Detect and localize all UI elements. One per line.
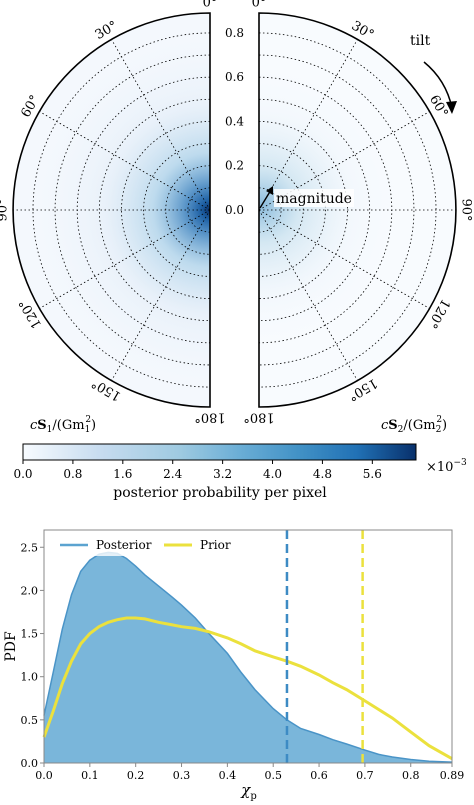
left-disk-density [13, 13, 211, 407]
colorbar-label: posterior probability per pixel [113, 485, 327, 501]
disk-gridlines [13, 32, 456, 388]
left-ring-3 [143, 143, 211, 277]
left-angle-label: 90° [0, 198, 11, 221]
pdf-plot: 0.0 0.1 0.2 0.3 0.4 0.5 0.6 0.7 0.8 0.89 0.0 0.5 1.0… [3, 529, 465, 802]
left-angle-label: 180° [194, 410, 225, 425]
colorbar-tick-label: 4.0 [263, 467, 282, 481]
right-ring-1 [258, 187, 282, 233]
radial-tick-label: 0.8 [225, 26, 244, 40]
left-ring-7 [54, 54, 211, 366]
right-angle-label: 180° [243, 410, 274, 425]
x-tick-label: 0.5 [264, 769, 282, 782]
colorbar-ticks: 0.0 0.8 1.6 2.4 3.2 4.0 4.8 5.6 [13, 460, 382, 481]
x-tick-label: 0.0 [35, 769, 53, 782]
disk-radial-ticks: 0.0 0.2 0.4 0.6 0.8 [225, 26, 244, 217]
left-spoke-60 [39, 111, 211, 211]
left-ring-2 [165, 165, 211, 255]
pdf-axes-frame [43, 529, 453, 764]
posterior-line [43, 551, 453, 763]
right-ring-5 [258, 98, 371, 322]
left-angle-label: 0° [203, 0, 218, 11]
right-ring-7 [258, 54, 415, 366]
left-disk-outline [12, 12, 211, 408]
right-ring-3 [258, 143, 326, 277]
y-tick-label: 2.5 [21, 541, 39, 554]
pdf-series [42, 530, 453, 763]
right-disk-density [259, 13, 456, 407]
x-tick-label: 0.4 [219, 769, 237, 782]
colorbar-multiplier: ×10−3 [426, 458, 467, 475]
colorbar: 0.0 0.8 1.6 2.4 3.2 4.0 4.8 5.6 ×10−3 posterior… [13, 443, 467, 501]
disk-plot: 0°30°60°90°120°150°180°0°30°60°90°120°15… [0, 0, 474, 435]
colorbar-tick-label: 1.6 [113, 467, 132, 481]
radial-tick-label: 0.0 [225, 203, 244, 217]
right-angle-label: 90° [459, 198, 474, 221]
radial-tick-label: 0.6 [225, 70, 244, 84]
posterior-area [44, 552, 452, 763]
x-tick-label: 0.89 [440, 769, 465, 782]
pdf-xlabel: χp [240, 781, 257, 802]
magnitude-arrowhead-icon [266, 186, 273, 195]
left-ring-4 [121, 121, 211, 299]
y-tick-label: 1.0 [21, 671, 39, 684]
radial-tick-label: 0.2 [225, 159, 244, 173]
pdf-ylabel: PDF [3, 631, 19, 662]
colorbar-gradient [22, 443, 417, 461]
x-tick-label: 0.7 [356, 769, 374, 782]
magnitude-annotation-bg [274, 189, 354, 207]
colorbar-tick-label: 3.2 [213, 467, 232, 481]
right-axis-label: cS2/(Gm22) [381, 415, 447, 435]
legend-posterior-label: Posterior [96, 538, 152, 552]
left-spoke-30 [111, 39, 211, 211]
left-ring-6 [76, 76, 211, 344]
colorbar-tick-label: 2.4 [163, 467, 182, 481]
pdf-axes: 0.0 0.1 0.2 0.3 0.4 0.5 0.6 0.7 0.8 0.89 0.0 0.5 1.0… [21, 529, 465, 782]
legend-prior-label: Prior [200, 538, 231, 552]
left-ring-5 [98, 98, 211, 322]
right-ring-8 [258, 32, 437, 388]
left-spoke-120 [39, 209, 211, 309]
x-tick-label: 0.2 [127, 769, 145, 782]
colorbar-tick-label: 4.8 [313, 467, 332, 481]
right-angle-label: 0° [252, 0, 267, 11]
y-tick-label: 2.0 [21, 584, 39, 597]
colorbar-tick-label: 5.6 [363, 467, 382, 481]
right-spoke-120 [258, 209, 430, 309]
right-spoke-30 [258, 39, 358, 211]
x-tick-label: 0.1 [81, 769, 99, 782]
right-ring-4 [258, 121, 348, 299]
x-tick-label: 0.6 [310, 769, 328, 782]
left-ring-1 [187, 187, 211, 233]
left-ring-8 [32, 32, 211, 388]
y-tick-label: 1.5 [21, 628, 39, 641]
pdf-legend: Posterior Prior [57, 534, 247, 556]
legend-box [57, 534, 247, 556]
right-spoke-150 [258, 209, 358, 381]
x-tick-label: 0.3 [173, 769, 191, 782]
magnitude-arrow-icon [259, 189, 272, 209]
y-tick-label: 0.5 [21, 714, 39, 727]
right-disk-outline [258, 12, 457, 408]
radial-tick-label: 0.4 [225, 114, 244, 128]
colorbar-tick-label: 0.0 [13, 467, 32, 481]
magnitude-annotation: magnitude [276, 191, 352, 207]
left-spoke-150 [111, 209, 211, 381]
left-axis-label: cS1/(Gm12) [30, 415, 96, 435]
tilt-annotation: tilt [410, 33, 431, 49]
x-tick-label: 0.8 [402, 769, 420, 782]
right-ring-2 [258, 165, 304, 255]
colorbar-tick-label: 0.8 [63, 467, 82, 481]
y-tick-label: 0.0 [21, 757, 39, 770]
tilt-arrowhead-icon [446, 101, 457, 114]
right-ring-6 [258, 76, 393, 344]
